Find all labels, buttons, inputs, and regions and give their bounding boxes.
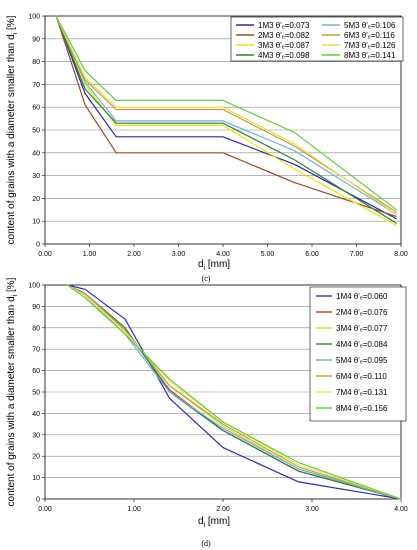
legend-label: 1M4 θ'ₑ=0.060 <box>336 292 388 301</box>
y-tick-label: 10 <box>32 219 40 226</box>
y-tick-label: 50 <box>32 390 40 397</box>
series-line-6 <box>55 15 397 213</box>
x-tick-label: 2.00 <box>127 251 141 258</box>
legend-label: 6M4 θ'ₑ=0.110 <box>336 372 387 381</box>
x-axis-label-unit: [mm] <box>205 259 230 270</box>
x-tick-label: 4.00 <box>216 251 230 258</box>
series-line-4 <box>55 15 397 225</box>
series-line-7 <box>66 284 402 500</box>
y-tick-label: 20 <box>32 454 40 461</box>
chart-panel-c: 0 10 20 30 40 50 60 70 80 90 100 0.00 1.00 2.00 3.00 4.… <box>6 14 408 284</box>
legend-label: 1M3 θ'ₑ=0.073 <box>258 21 310 30</box>
y-tick-label: 90 <box>32 304 40 311</box>
x-axis-label-unit: [mm] <box>205 516 230 527</box>
legend-label: 8M3 θ'ₑ=0.141 <box>344 51 396 60</box>
x-tick-label: 2.00 <box>216 506 230 513</box>
y-tick-label: 50 <box>32 128 40 135</box>
y-axis-label-sub: i <box>12 294 19 296</box>
x-tick-label: 1.00 <box>83 251 97 258</box>
x-tick-label: 3.00 <box>305 506 319 513</box>
series-line-1 <box>55 15 397 220</box>
y-axis-label: content of grains with a diameter smalle… <box>6 277 19 506</box>
y-axis-label: content of grains with a diameter smalle… <box>6 15 19 244</box>
x-axis-label: di [mm] <box>198 516 230 529</box>
x-tick-label: 0.00 <box>38 506 52 513</box>
legend-label: 7M4 θ'ₑ=0.131 <box>336 388 388 397</box>
panel-caption: (c) <box>202 274 211 283</box>
x-axis-label-sub: i <box>204 265 206 272</box>
x-tick-label: 7.00 <box>350 251 364 258</box>
y-tick-label: 80 <box>32 325 40 332</box>
panel-caption: (d) <box>201 539 211 548</box>
legend-label: 5M4 θ'ₑ=0.095 <box>336 356 388 365</box>
x-axis-label-main: d <box>198 516 204 527</box>
series-line-7 <box>55 15 397 215</box>
series-line-6 <box>67 284 402 500</box>
x-axis-label: di [mm] <box>198 259 230 272</box>
y-axis-label-main: content of grains with a diameter smalle… <box>6 296 17 506</box>
y-tick-label: 10 <box>32 475 40 482</box>
x-tick-label: 3.00 <box>172 251 186 258</box>
y-tick-label: 90 <box>32 36 40 43</box>
legend-label: 6M3 θ'ₑ=0.116 <box>344 31 395 40</box>
y-tick-label: 100 <box>28 283 40 290</box>
legend-label: 4M3 θ'ₑ=0.098 <box>258 51 310 60</box>
x-tick-label: 8.00 <box>394 251 408 258</box>
legend-label: 3M4 θ'ₑ=0.077 <box>336 324 388 333</box>
series-line-8 <box>66 284 402 500</box>
y-tick-label: 70 <box>32 82 40 89</box>
y-tick-label: 0 <box>36 242 40 249</box>
series-line-5 <box>55 15 397 215</box>
x-tick-label: 5.00 <box>261 251 275 258</box>
x-axis-label-sub: i <box>204 522 206 529</box>
legend-label: 7M3 θ'ₑ=0.126 <box>344 41 396 50</box>
x-tick-label: 0.00 <box>38 251 52 258</box>
y-tick-label: 30 <box>32 173 40 180</box>
legend-box <box>309 286 407 422</box>
series-line-8 <box>55 15 397 211</box>
y-axis-label-unit: [%] <box>6 15 17 32</box>
y-tick-label: 60 <box>32 368 40 375</box>
legend-label: 5M3 θ'ₑ=0.106 <box>344 21 396 30</box>
y-axis-label-sub: i <box>12 32 19 34</box>
y-tick-label: 60 <box>32 105 40 112</box>
legend-label: 2M4 θ'ₑ=0.076 <box>336 308 388 317</box>
series-line-2 <box>55 15 397 218</box>
y-tick-label: 70 <box>32 347 40 354</box>
legend-label: 8M4 θ'ₑ=0.156 <box>336 404 388 413</box>
x-tick-label: 6.00 <box>305 251 319 258</box>
series-line-1 <box>67 284 402 500</box>
y-axis-label-main: content of grains with a diameter smalle… <box>6 34 17 244</box>
y-tick-label: 100 <box>28 14 40 21</box>
y-tick-label: 30 <box>32 432 40 439</box>
y-tick-label: 0 <box>36 497 40 504</box>
legend-label: 3M3 θ'ₑ=0.087 <box>258 41 310 50</box>
legend-box <box>230 16 404 62</box>
chart-panel-d: 0 10 20 30 40 50 60 70 80 90 100 0.00 1.00 2.00 3.00 4.… <box>6 277 408 548</box>
legend: 1M4 θ'ₑ=0.060 2M4 θ'ₑ=0.076 3M4 θ'ₑ=0.077 4… <box>309 286 407 422</box>
y-axis-label-unit: [%] <box>6 277 17 294</box>
x-tick-label: 1.00 <box>127 506 141 513</box>
x-axis-label-main: d <box>198 259 204 270</box>
y-tick-label: 20 <box>32 196 40 203</box>
series-line-3 <box>55 15 397 227</box>
y-tick-label: 80 <box>32 59 40 66</box>
legend-label: 2M3 θ'ₑ=0.082 <box>258 31 310 40</box>
x-tick-label: 4.00 <box>394 506 408 513</box>
y-tick-label: 40 <box>32 411 40 418</box>
y-tick-label: 40 <box>32 150 40 157</box>
legend-label: 4M4 θ'ₑ=0.084 <box>336 340 388 349</box>
